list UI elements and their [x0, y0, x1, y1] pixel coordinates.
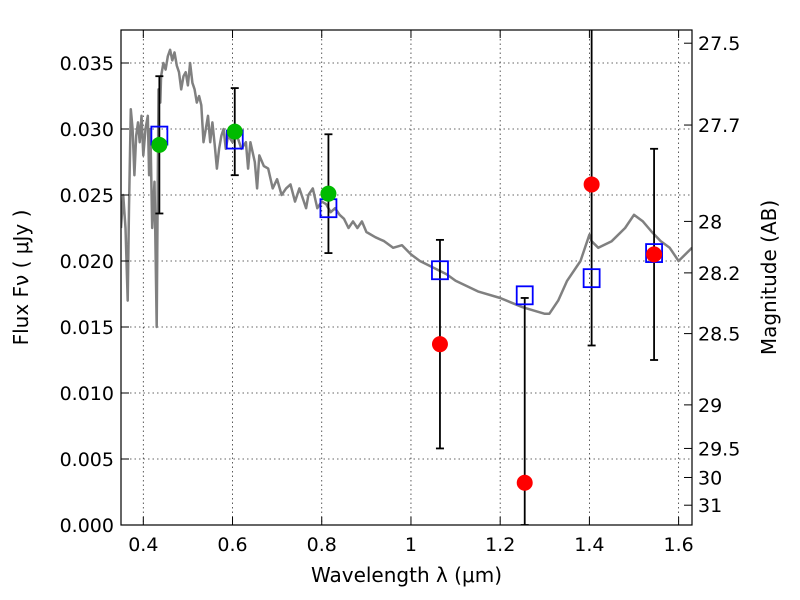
y-tick-label: 0.030 — [60, 119, 114, 141]
y2-tick-label: 28 — [698, 211, 722, 233]
x-tick-label: 0.4 — [128, 534, 158, 556]
y2-tick-label: 27.5 — [698, 33, 740, 55]
y-tick-label: 0.015 — [60, 317, 114, 339]
x-tick-label: 1 — [405, 534, 417, 556]
y-tick-label: 0.020 — [60, 251, 114, 273]
x-tick-label: 1.4 — [574, 534, 604, 556]
nondetected-flux-point — [431, 336, 448, 353]
sed-line — [121, 48, 692, 329]
x-tick-label: 1.2 — [485, 534, 515, 556]
y-tick-label: 0.010 — [60, 383, 114, 405]
y-tick-label: 0.025 — [60, 185, 114, 207]
nondetected-flux-point — [646, 246, 663, 263]
model-flux-box — [582, 268, 601, 289]
nondetected-flux-point — [516, 474, 533, 491]
detected-flux-point — [226, 123, 243, 140]
y2-tick-label: 30 — [698, 467, 722, 489]
y-axis-label: Flux Fν ( μJy ) — [9, 210, 33, 346]
x-tick-label: 0.6 — [217, 534, 247, 556]
model-flux-box — [431, 260, 449, 281]
grid-lines — [121, 30, 692, 526]
y2-tick-label: 28.5 — [698, 324, 740, 346]
y2-tick-label: 27.7 — [698, 115, 740, 137]
detected-flux-point — [320, 185, 337, 202]
y2-axis-label: Magnitude (AB) — [757, 200, 781, 355]
y2-tick-label: 29.5 — [698, 438, 740, 460]
detected-flux-point — [151, 136, 168, 153]
x-tick-label: 0.8 — [307, 534, 337, 556]
plot-frame — [120, 29, 693, 526]
y2-tick-label: 29 — [698, 395, 722, 417]
nondetected-flux-point — [583, 176, 600, 193]
y-tick-label: 0.005 — [60, 449, 114, 471]
x-axis-label: Wavelength λ (μm) — [311, 563, 502, 587]
y2-tick-label: 28.2 — [698, 263, 740, 285]
axis-ticks: 0.4 0.6 0.8 1 1.2 1.4 1.6 0.000 0.005 0.010 0.015 0… — [60, 30, 740, 556]
plot-area — [121, 30, 692, 525]
y-tick-label: 0.035 — [60, 53, 114, 75]
y-tick-label: 0.000 — [60, 515, 114, 537]
model-flux-box — [515, 285, 534, 306]
y2-tick-label: 31 — [698, 495, 722, 517]
x-tick-label: 1.6 — [664, 534, 694, 556]
